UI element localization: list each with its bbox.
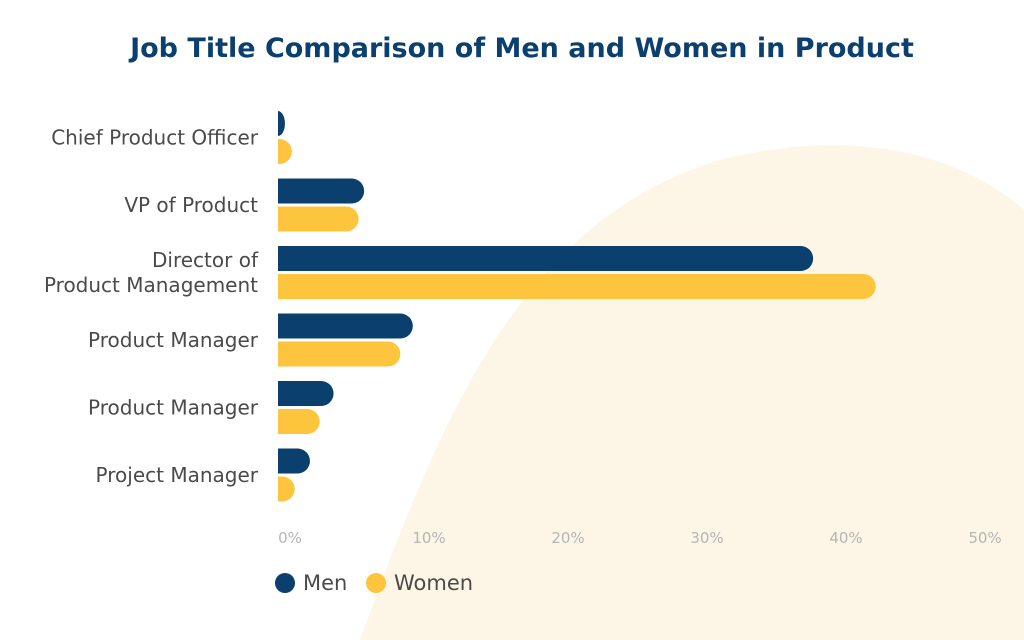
x-tick-label: 30% xyxy=(690,529,723,547)
category-label: VP of Product xyxy=(124,193,258,217)
category-label: Product Manager xyxy=(88,328,259,352)
legend-label-men: Men xyxy=(303,571,347,595)
x-tick-label: 0% xyxy=(278,529,302,547)
x-tick-label: 50% xyxy=(968,529,1001,547)
legend-swatch-men xyxy=(275,573,295,593)
bar-men-4 xyxy=(278,381,334,406)
x-axis-ticks: 0% 10% 20% 30% 40% 50% xyxy=(278,529,1002,547)
bar-men-0 xyxy=(278,111,285,136)
x-tick-label: 10% xyxy=(412,529,445,547)
category-label: Chief Product Officer xyxy=(51,126,259,150)
x-tick-label: 40% xyxy=(829,529,862,547)
bar-women-3 xyxy=(278,341,401,367)
legend-label-women: Women xyxy=(394,571,473,595)
category-labels: Chief Product Officer VP of Product Direct… xyxy=(44,126,259,488)
category-label: Director of xyxy=(152,248,259,272)
bar-men-1 xyxy=(278,178,365,204)
bars xyxy=(278,111,876,502)
legend: Men Women xyxy=(275,571,473,595)
legend-swatch-women xyxy=(366,573,386,593)
bar-women-0 xyxy=(278,139,292,164)
bar-men-5 xyxy=(278,448,310,474)
bar-women-5 xyxy=(278,476,295,502)
category-label: Product Management xyxy=(44,273,258,297)
background-accent-shape xyxy=(360,145,1024,640)
category-label: Product Manager xyxy=(88,396,259,420)
bar-men-3 xyxy=(278,313,413,339)
bar-women-1 xyxy=(278,206,359,232)
bar-women-4 xyxy=(278,409,320,434)
bar-men-2 xyxy=(278,246,814,271)
category-label: Project Manager xyxy=(96,463,259,487)
chart-title: Job Title Comparison of Men and Women in… xyxy=(128,33,914,64)
x-tick-label: 20% xyxy=(551,529,584,547)
bar-women-2 xyxy=(278,274,876,299)
